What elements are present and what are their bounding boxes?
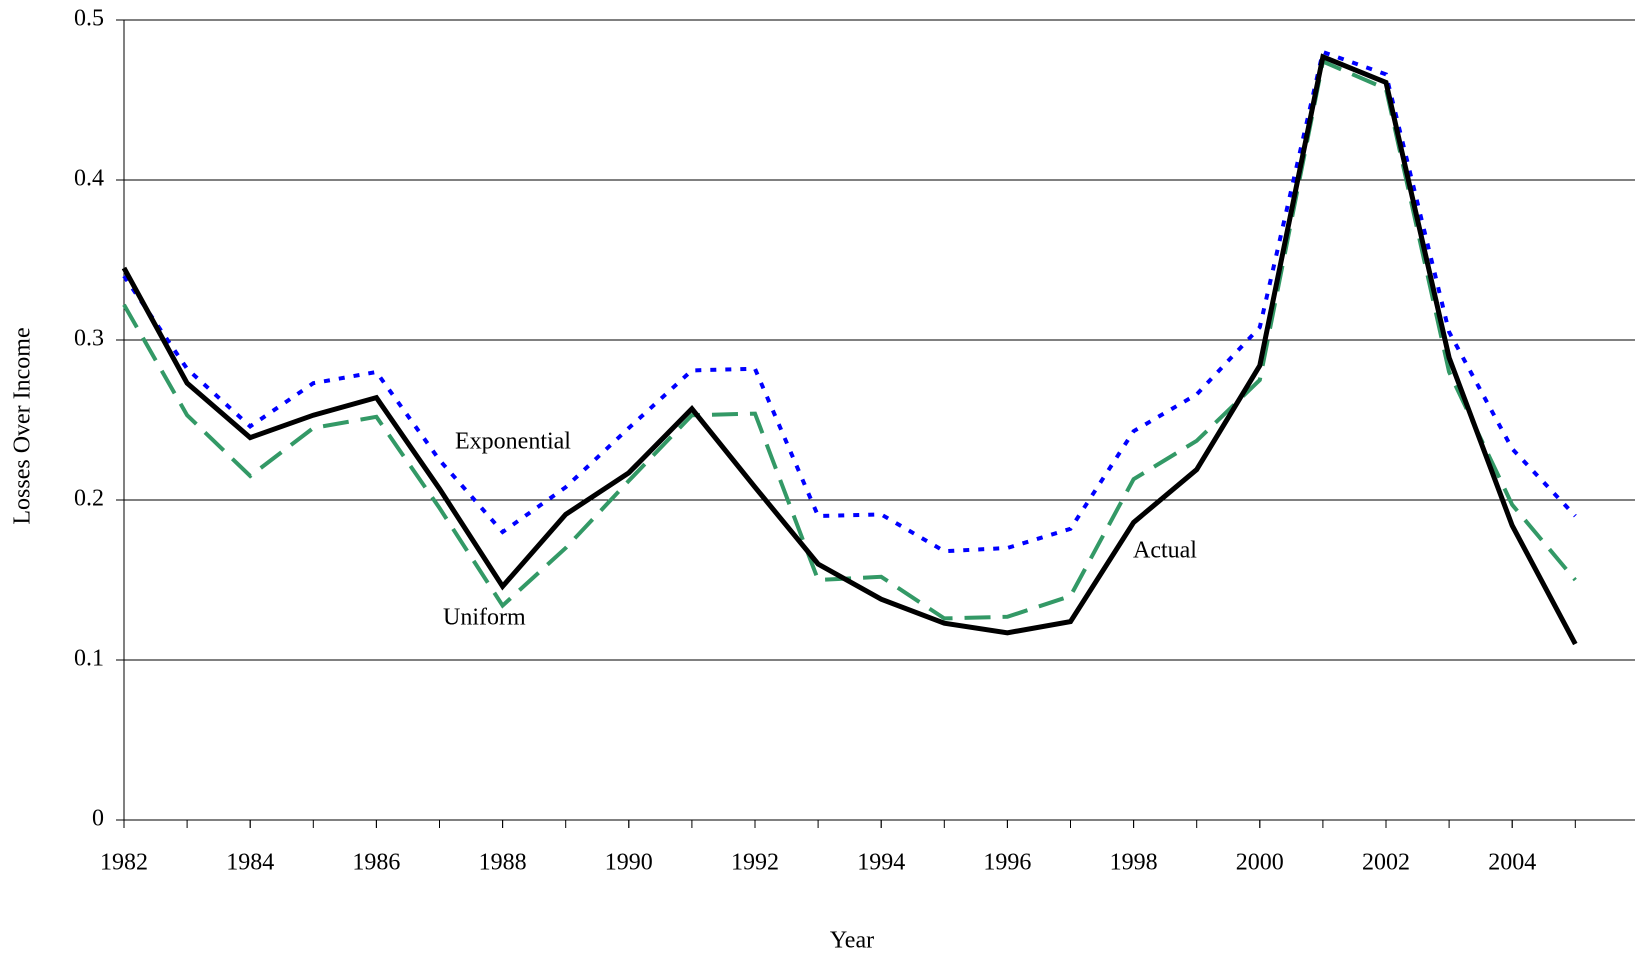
x-tick-label: 2002: [1362, 850, 1410, 876]
y-tick-label: 0.5: [74, 6, 104, 32]
y-axis-label: Losses Over Income: [10, 327, 36, 524]
series-label: Actual: [1133, 538, 1197, 564]
x-tick-label: 1984: [226, 850, 274, 876]
x-tick-label: 1982: [100, 850, 148, 876]
x-tick-label: 1994: [857, 850, 905, 876]
x-tick-label: 1990: [605, 850, 653, 876]
x-tick-label: 2004: [1488, 850, 1536, 876]
y-tick-label: 0.1: [74, 646, 104, 672]
series-line: [122, 49, 1577, 554]
y-tick-label: 0: [92, 806, 104, 832]
series-label: Exponential: [455, 429, 571, 455]
x-tick-label: 1988: [479, 850, 527, 876]
x-tick-label: 1986: [352, 850, 400, 876]
y-tick-label: 0.3: [74, 326, 104, 352]
y-tick-label: 0.2: [74, 486, 104, 512]
series-line: [122, 58, 1577, 621]
y-tick-label: 0.4: [74, 166, 104, 192]
series-label: Uniform: [443, 605, 526, 631]
series-line: [121, 53, 1578, 646]
x-tick-label: 1998: [1110, 850, 1158, 876]
x-tick-label: 1992: [731, 850, 779, 876]
x-tick-label: 1996: [983, 850, 1031, 876]
x-tick-label: 2000: [1236, 850, 1284, 876]
x-axis-label: Year: [830, 928, 874, 954]
